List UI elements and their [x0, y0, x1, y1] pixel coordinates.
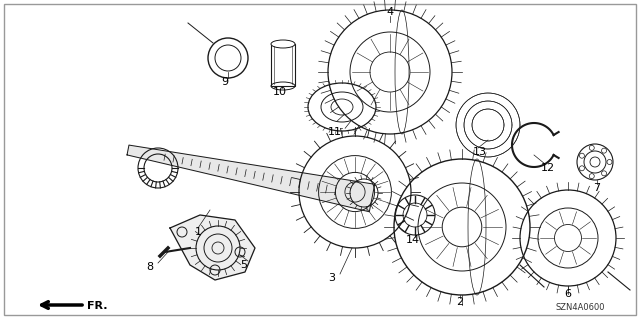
- Text: SZN4A0600: SZN4A0600: [556, 303, 605, 313]
- Polygon shape: [170, 215, 255, 280]
- Text: 2: 2: [456, 297, 463, 307]
- Circle shape: [589, 174, 595, 179]
- Text: 4: 4: [387, 7, 394, 17]
- Circle shape: [589, 145, 595, 150]
- Text: 6: 6: [564, 289, 572, 299]
- Text: 11: 11: [328, 127, 342, 137]
- Text: 5: 5: [241, 260, 248, 270]
- Text: 1: 1: [195, 227, 202, 237]
- Text: 10: 10: [273, 87, 287, 97]
- Circle shape: [579, 153, 584, 158]
- Circle shape: [602, 148, 607, 153]
- Text: 3: 3: [328, 273, 335, 283]
- Text: 9: 9: [221, 77, 228, 87]
- Text: 13: 13: [473, 147, 487, 157]
- Text: 12: 12: [541, 163, 555, 173]
- Polygon shape: [127, 145, 374, 212]
- Text: 8: 8: [147, 262, 154, 272]
- Text: 14: 14: [406, 235, 420, 245]
- Text: FR.: FR.: [87, 301, 108, 311]
- Ellipse shape: [271, 40, 295, 48]
- Bar: [271, 44, 295, 86]
- Text: 7: 7: [593, 183, 600, 193]
- Circle shape: [579, 166, 584, 171]
- Circle shape: [607, 160, 612, 165]
- Circle shape: [602, 171, 607, 176]
